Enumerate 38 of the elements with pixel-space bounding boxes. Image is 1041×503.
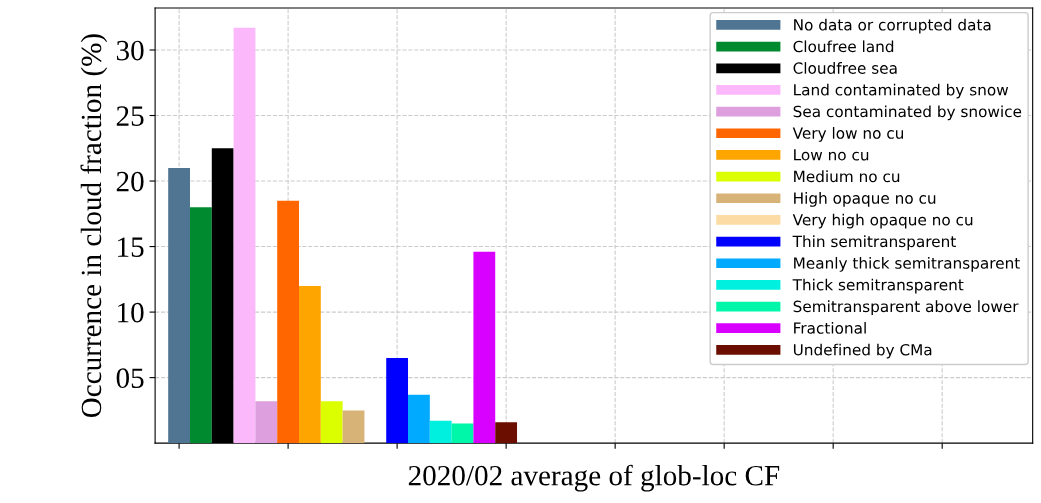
bar	[189, 207, 212, 444]
bar	[473, 251, 496, 444]
x-axis-title: 2020/02 average of glob-loc CF	[408, 464, 780, 492]
legend-label: Land contaminated by snow	[794, 83, 1009, 99]
bar	[386, 357, 409, 444]
y-tick-label: 30	[116, 40, 144, 61]
legend-label: Semitransparent above lower	[793, 300, 1019, 316]
legend-label: Sea contaminated by snowice	[793, 105, 1022, 121]
legend-label: Meanly thick semitransparent	[794, 257, 1020, 272]
bar	[299, 285, 321, 444]
legend-label: Thin semitransparent	[792, 235, 956, 251]
bar	[495, 422, 518, 444]
legend-label: No data or corrupted data	[794, 18, 991, 34]
bar	[429, 420, 452, 444]
bar	[320, 401, 343, 444]
bar	[255, 401, 278, 444]
legend-label: Thick semitransparent	[792, 278, 964, 294]
y-tick-label: 20	[116, 171, 144, 192]
y-tick-label: 05	[116, 368, 144, 389]
bar	[277, 200, 300, 444]
legend-label: Very high opaque no cu	[792, 213, 973, 229]
bar	[408, 394, 430, 444]
y-axis-title: Occurrence in cloud fraction (%)	[80, 34, 108, 418]
legend-label: High opaque no cu	[794, 192, 936, 207]
legend-label: Very low no cu	[792, 127, 904, 142]
legend-label: Low no cu	[794, 149, 869, 161]
bar	[342, 410, 365, 444]
bar	[233, 27, 256, 444]
y-tick-label: 15	[118, 237, 144, 257]
legend-label: Cloudfree sea	[793, 62, 897, 74]
legend-label: Medium no cu	[794, 170, 900, 183]
y-tick-label: 25	[116, 106, 144, 126]
legend-label: Fractional	[794, 322, 866, 334]
legend-label: Cloufree land	[793, 40, 894, 53]
bar	[168, 167, 190, 444]
y-tick-label: 10	[118, 302, 144, 323]
bar	[451, 423, 474, 444]
legend-label: Undefined by CMa	[793, 343, 932, 359]
